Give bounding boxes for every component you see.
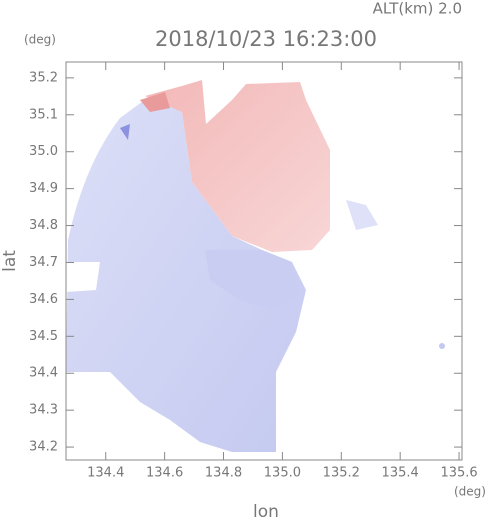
y-tick-label: 35.0 <box>29 144 58 159</box>
y-tick-label: 34.8 <box>29 218 58 233</box>
x-label: lon <box>253 502 279 521</box>
x-unit: (deg) <box>454 485 486 499</box>
x-tick-label: 135.6 <box>440 466 477 481</box>
y-unit: (deg) <box>24 33 56 47</box>
chart-title: 2018/10/23 16:23:00 <box>155 27 377 51</box>
x-tick-label: 134.6 <box>146 466 183 481</box>
x-tick-label: 134.8 <box>205 466 242 481</box>
subtitle: ALT(km) 2.0 <box>373 0 462 18</box>
y-tick-label: 35.2 <box>29 70 58 85</box>
y-tick-label: 34.4 <box>29 366 58 381</box>
y-tick-label: 35.1 <box>29 107 58 122</box>
x-tick-label: 135.2 <box>323 466 360 481</box>
x-tick-label: 135.4 <box>382 466 419 481</box>
x-tick-label: 135.0 <box>264 466 301 481</box>
y-tick-label: 34.2 <box>29 440 58 455</box>
y-tick-label: 34.7 <box>29 255 58 270</box>
plot-frame <box>65 61 463 461</box>
y-tick-label: 34.5 <box>29 329 58 344</box>
y-tick-label: 34.9 <box>29 181 58 196</box>
radar-field <box>66 80 445 452</box>
y-tick-label: 34.3 <box>29 403 58 418</box>
x-tick-label: 134.4 <box>87 466 124 481</box>
y-label: lat <box>0 250 20 272</box>
y-tick-label: 34.6 <box>29 292 58 307</box>
